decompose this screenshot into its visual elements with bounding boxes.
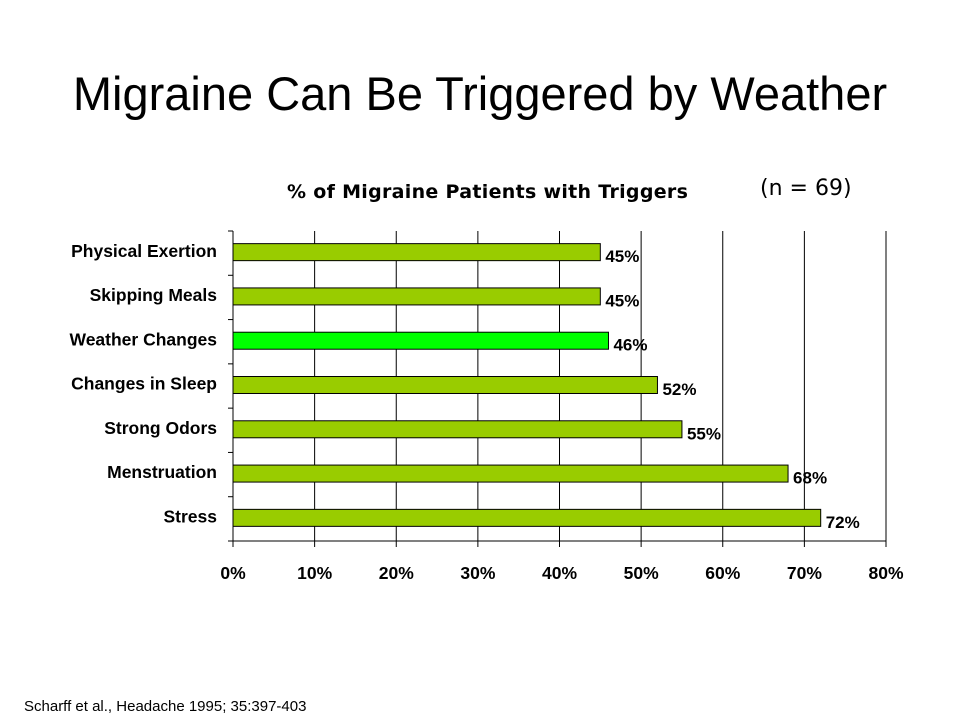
value-label: 68% [793,469,827,488]
x-tick-label: 60% [705,563,740,583]
x-tick-label: 0% [220,563,246,583]
chart-title: % of Migraine Patients with Triggers [287,181,689,203]
value-label: 45% [605,247,639,266]
value-label: 55% [687,424,721,443]
sample-size-note: (n = 69) [760,176,852,201]
x-tick-label: 80% [868,563,903,583]
bar [232,508,822,527]
category-label: Strong Odors [104,418,217,438]
x-tick-label: 10% [297,563,332,583]
slide-title: Migraine Can Be Triggered by Weather [72,67,888,120]
category-label: Changes in Sleep [71,374,217,394]
category-label: Skipping Meals [90,285,218,305]
bar [232,420,683,439]
value-label: 72% [826,513,860,532]
citation: Scharff et al., Headache 1995; 35:397-40… [24,698,307,715]
bar [232,287,601,306]
value-label: 46% [613,336,647,355]
category-label: Stress [163,506,217,526]
category-label: Menstruation [107,462,217,482]
category-label: Weather Changes [70,329,218,349]
value-label: 45% [605,291,639,310]
bar [232,464,789,483]
bar [232,376,658,394]
bar [232,331,609,350]
x-tick-label: 30% [460,563,495,583]
x-tick-label: 70% [787,563,822,583]
x-tick-label: 20% [379,563,414,583]
value-label: 52% [662,380,696,399]
x-tick-label: 50% [624,563,659,583]
x-tick-label: 40% [542,563,577,583]
category-label: Physical Exertion [71,241,217,261]
bar [232,243,601,262]
